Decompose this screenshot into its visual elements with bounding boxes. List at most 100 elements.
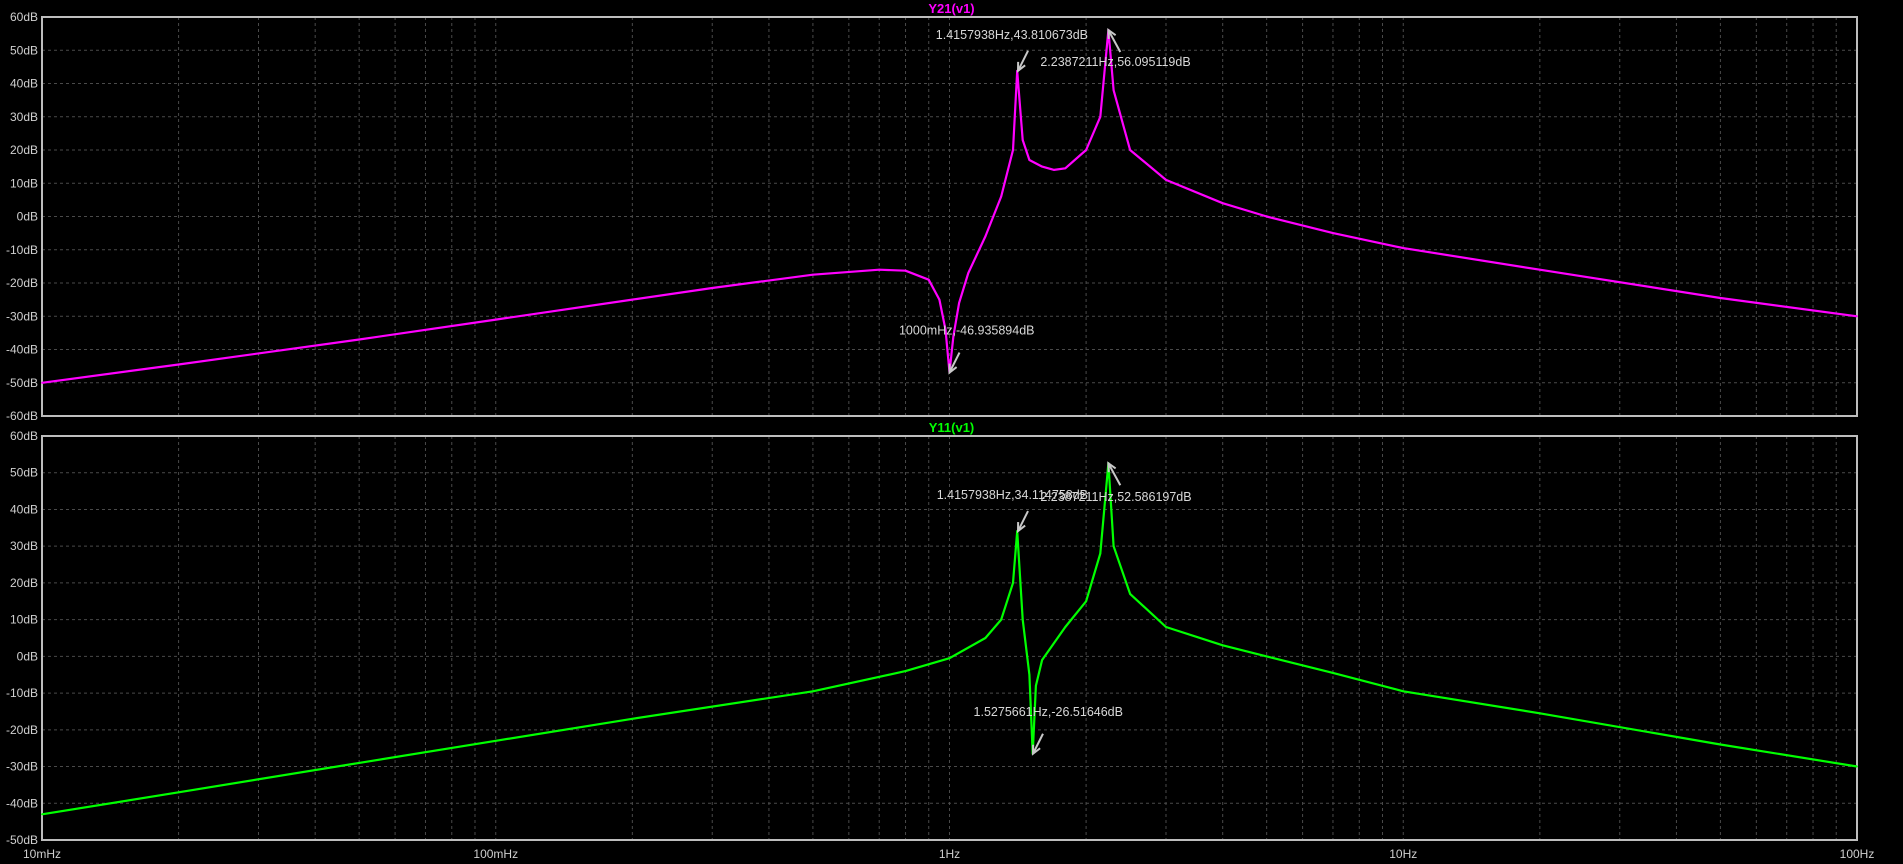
trace-point [812,690,814,693]
annotation-arrow [948,352,961,374]
y-tick-label: 20dB [10,576,38,590]
trace-point [1165,179,1167,181]
y-tick-label: 10dB [10,176,38,190]
x-tick-label: 1Hz [939,847,960,861]
trace-point [1265,655,1268,658]
annotation-arrow [1107,29,1122,53]
trace-point [1856,765,1858,768]
trace-point [938,298,941,301]
plot-frame [41,16,1858,417]
trace-point [1085,149,1087,151]
cursor-annotation: 1000mHz,-46.935894dB [899,324,1035,338]
trace-point [1041,165,1044,168]
trace-point [958,302,961,304]
trace-point [967,272,970,274]
trace-point [711,287,714,289]
trace-point [1012,149,1014,151]
y-tick-label: -50dB [6,376,38,390]
trace-point [1402,247,1405,249]
x-tick-label: 10mHz [23,847,61,861]
trace-point [1165,626,1167,628]
trace-point [177,363,180,366]
trace-point [1112,545,1115,548]
y-tick-label: 20dB [10,143,38,157]
y-tick-label: 60dB [10,429,38,443]
trace-point [1000,195,1003,198]
trace-point [41,813,43,816]
trace-point [1053,169,1055,171]
y-tick-label: 50dB [10,466,38,480]
trace-point [952,335,955,338]
annotation-arrow [1017,50,1029,72]
cursor-annotation: 1.4157938Hz,34.114758dB [937,488,1088,502]
y-tick-label: -60dB [6,409,38,423]
y-tick-label: 0dB [17,649,38,663]
y-tick-label: 40dB [10,502,38,516]
trace-point [1041,659,1044,661]
y-tick-label: 30dB [10,539,38,553]
trace-point [1021,618,1024,621]
annotation-arrowhead [1107,461,1117,473]
y-tick-label: 40dB [10,77,38,91]
y-tick-label: -20dB [6,276,38,290]
y-tick-label: 50dB [10,43,38,57]
trace-point [1221,644,1224,647]
trace-title[interactable]: Y21(v1) [928,1,974,16]
y-tick-label: -30dB [6,760,38,774]
trace-point [1012,582,1014,584]
y-tick-label: 30dB [10,110,38,124]
trace-point [904,670,907,672]
trace-point [944,328,947,331]
trace-point [1538,712,1541,715]
y-tick-label: -40dB [6,343,38,357]
trace-point [1129,593,1131,595]
annotation-arrow [1107,462,1122,486]
trace-point [1221,202,1224,205]
annotation-arrow [1017,510,1029,532]
y-tick-label: -50dB [6,833,38,847]
y-tick-label: 0dB [17,210,38,224]
trace-point [1028,159,1031,161]
trace-point [1332,671,1334,674]
trace-point [1112,89,1115,92]
y-tick-label: -10dB [6,243,38,257]
cursor-annotation: 1.5275661Hz,-26.51646dB [974,705,1123,719]
trace-line[interactable] [41,28,1858,384]
annotation-arrowhead [1107,27,1117,40]
trace-point [878,268,881,271]
trace-point [984,235,987,238]
cursor-annotation: 2.2387211Hz,56.095119dB [1040,55,1190,69]
y-tick-label: -30dB [6,309,38,323]
plot-pane-1[interactable]: 60dB 50dB 40dB 30dB 20dB 10dB 0dB -10dB -20dB -30… [6,1,1858,423]
trace-point [904,269,907,272]
trace-point [1064,626,1067,628]
plot-frame [41,435,1858,841]
annotation-arrowhead [948,363,958,375]
trace-title[interactable]: Y11(v1) [929,420,975,435]
plot-pane-2[interactable]: 60dB 50dB 40dB 30dB 20dB 10dB 0dB -10dB -20dB -30… [6,420,1874,861]
trace-point [1085,600,1087,603]
trace-point [177,791,180,794]
y-tick-label: -20dB [6,723,38,737]
x-tick-label: 10Hz [1389,847,1417,861]
trace-point [1000,618,1003,621]
annotation-arrowhead [1016,61,1026,73]
trace-point [1099,552,1102,555]
trace-point [1332,232,1334,235]
x-tick-label: 100mHz [473,847,518,861]
trace-point [1064,167,1067,170]
y-tick-label: -40dB [6,796,38,810]
trace-point [1129,149,1131,151]
trace-point [358,761,361,764]
y-tick-label: 10dB [10,613,38,627]
trace-point [927,278,930,281]
annotation-arrowhead [1031,744,1041,756]
trace-point [1538,268,1541,271]
trace-point [1028,673,1031,676]
cursor-annotation: 2.2387211Hz,52.586197dB [1040,490,1191,504]
trace-point [631,298,634,301]
trace-point [1719,743,1722,746]
y-tick-label: -10dB [6,686,38,700]
trace-point [1856,315,1858,318]
